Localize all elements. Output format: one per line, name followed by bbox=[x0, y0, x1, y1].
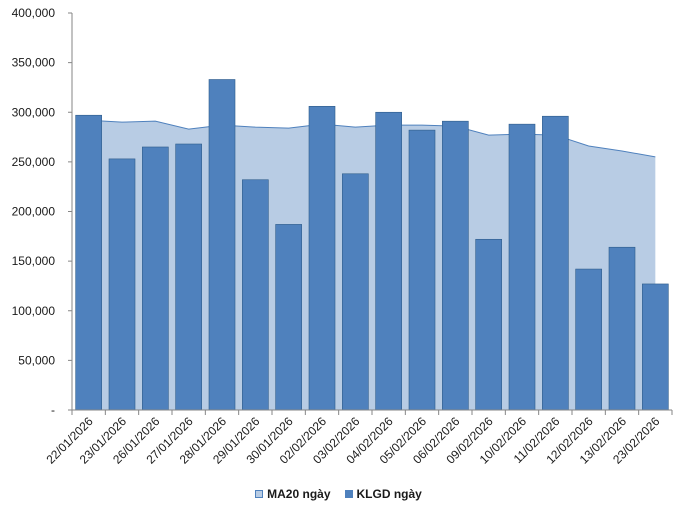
y-tick-label: 100,000 bbox=[12, 304, 56, 318]
y-tick-label: 50,000 bbox=[18, 353, 55, 367]
bar-klgd-9 bbox=[342, 173, 369, 411]
y-tick-label: 350,000 bbox=[12, 56, 56, 70]
y-tick-label: - bbox=[51, 403, 55, 417]
legend-item-klgd: KLGD ngày bbox=[344, 487, 422, 501]
legend: MA20 ngày KLGD ngày bbox=[0, 487, 677, 501]
legend-swatch-klgd bbox=[344, 490, 353, 498]
bar-klgd-15 bbox=[542, 115, 569, 411]
legend-label-ma20: MA20 ngày bbox=[267, 487, 331, 501]
legend-swatch-ma20 bbox=[255, 490, 264, 498]
bar-klgd-12 bbox=[442, 120, 469, 411]
bar-klgd-18 bbox=[642, 283, 669, 411]
y-tick-label: 300,000 bbox=[12, 105, 56, 119]
bar-klgd-13 bbox=[475, 238, 502, 411]
bar-klgd-3 bbox=[142, 146, 169, 411]
bar-klgd-17 bbox=[608, 246, 636, 411]
bar-klgd-6 bbox=[242, 179, 269, 411]
y-tick-label: 200,000 bbox=[12, 205, 56, 219]
y-tick-label: 400,000 bbox=[12, 6, 56, 20]
y-tick-label: 250,000 bbox=[12, 155, 56, 169]
bar-klgd-4 bbox=[175, 143, 202, 411]
bar-klgd-16 bbox=[575, 268, 602, 411]
bar-klgd-7 bbox=[275, 224, 302, 411]
legend-label-klgd: KLGD ngày bbox=[356, 487, 422, 501]
bar-klgd-14 bbox=[508, 123, 536, 411]
legend-item-ma20: MA20 ngày bbox=[255, 487, 331, 501]
area-ma20 bbox=[88, 120, 656, 410]
bar-klgd-11 bbox=[408, 129, 436, 411]
y-tick-label: 150,000 bbox=[12, 254, 56, 268]
bar-klgd-1 bbox=[75, 114, 102, 411]
bar-klgd-10 bbox=[375, 111, 402, 411]
bar-klgd-5 bbox=[208, 79, 236, 411]
bar-klgd-8 bbox=[308, 105, 336, 411]
bar-klgd-2 bbox=[108, 158, 136, 411]
